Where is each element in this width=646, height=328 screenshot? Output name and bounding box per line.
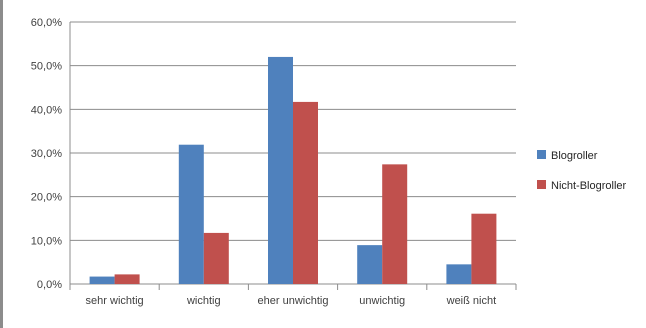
y-axis-tick-labels: 0,0% 10,0% 20,0% 30,0% 40,0% 50,0% 60,0%	[31, 17, 62, 291]
bar-nicht-blogroller	[203, 232, 229, 284]
x-tick-label: eher unwichtig	[258, 295, 329, 307]
bar-blogroller	[89, 276, 115, 284]
x-tick-label: sehr wichtig	[86, 295, 144, 307]
bar-nicht-blogroller	[471, 213, 497, 284]
gridlines	[69, 21, 517, 290]
y-tick-label: 10,0%	[31, 235, 62, 247]
y-tick-label: 30,0%	[31, 148, 62, 160]
bar-blogroller	[178, 144, 204, 284]
bar-nicht-blogroller	[114, 274, 140, 284]
y-tick-label: 0,0%	[37, 279, 62, 291]
legend-swatch	[537, 150, 546, 159]
bar-blogroller	[268, 56, 293, 284]
bar-nicht-blogroller	[382, 164, 408, 284]
legend: Blogroller Nicht-Blogroller	[537, 150, 627, 192]
x-tick-label: unwichtig	[359, 295, 405, 307]
x-tick-label: wichtig	[186, 295, 221, 307]
x-axis-tick-labels: sehr wichtig wichtig eher unwichtig unwicht…	[86, 295, 497, 307]
bars	[89, 56, 497, 284]
legend-label: Blogroller	[551, 150, 598, 162]
frame-edge	[0, 0, 3, 328]
legend-label: Nicht-Blogroller	[551, 180, 627, 192]
y-tick-label: 20,0%	[31, 192, 62, 204]
bar-blogroller	[357, 245, 383, 284]
bar-blogroller	[446, 264, 472, 284]
y-tick-label: 50,0%	[31, 61, 62, 73]
legend-swatch	[537, 180, 546, 189]
x-tick-label: weiß nicht	[446, 295, 497, 307]
bar-nicht-blogroller	[293, 101, 318, 284]
y-tick-label: 40,0%	[31, 104, 62, 116]
y-tick-label: 60,0%	[31, 17, 62, 29]
